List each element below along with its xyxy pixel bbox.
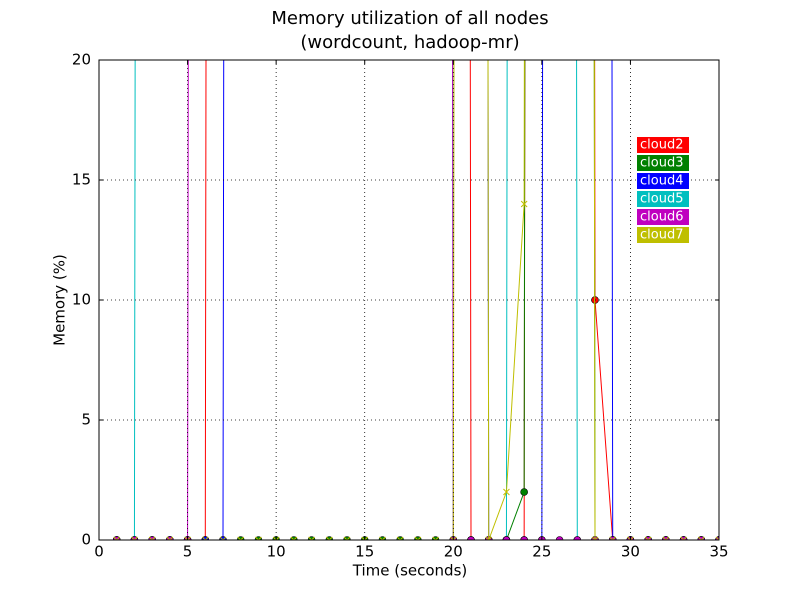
point [236,536,245,540]
point [325,536,333,540]
point [662,536,670,540]
point [485,536,493,540]
y-tick-label: 10 [72,291,91,309]
point [254,536,263,540]
point [697,536,706,540]
series-line [116,60,719,540]
point [715,536,719,540]
point [219,536,227,540]
point [502,536,511,540]
point [414,536,422,540]
point [432,536,439,540]
legend-label: cloud6 [640,210,683,225]
point [449,536,457,540]
point [361,536,369,540]
x-tick-label: 10 [267,543,286,561]
point [343,536,351,540]
y-tick-label: 5 [81,411,91,429]
legend-label: cloud5 [640,192,683,207]
x-tick-label: 0 [94,543,104,561]
point [325,536,334,540]
point [343,536,351,540]
x-tick-label: 20 [444,543,463,561]
plot-area [112,60,719,540]
y-axis-label: Memory (%) [51,254,69,346]
legend-label: cloud4 [640,174,683,189]
legend-label: cloud2 [640,138,683,153]
series-line [116,60,719,540]
chart-subtitle: (wordcount, hadoop-mr) [300,32,519,53]
series-line [116,60,719,540]
legend-swatch [637,155,689,171]
point [201,536,209,540]
legend-swatch [637,209,689,225]
point [644,536,652,540]
y-tick-label: 20 [72,51,91,69]
point [166,536,174,540]
legend-swatch [637,191,689,207]
point [148,536,156,540]
x-tick-label: 25 [532,543,551,561]
point [219,536,227,540]
point [307,536,316,540]
point [131,536,138,540]
point [503,488,510,496]
point [184,536,191,540]
point [290,536,298,540]
point [662,536,670,540]
point [290,536,298,540]
point [591,536,599,540]
point [396,536,404,540]
point [112,536,121,540]
point [308,536,315,540]
x-axis-label: Time (seconds) [352,562,468,580]
legend-label: cloud7 [640,228,683,243]
series-line [116,60,719,540]
point [555,536,564,540]
point [414,536,422,540]
legend-swatch [637,137,689,153]
point [201,536,210,540]
point [431,536,440,540]
point [520,536,528,540]
point [378,536,387,540]
point [609,536,617,540]
x-tick-label: 35 [709,543,728,561]
point [379,536,386,540]
point [697,536,705,540]
legend-label: cloud3 [640,156,683,171]
point [520,488,528,496]
point [679,536,688,540]
point [608,536,617,540]
y-tick-label: 0 [81,531,91,549]
series-line [116,60,719,540]
chart-title: Memory utilization of all nodes [271,8,548,29]
x-tick-label: 5 [183,543,193,561]
y-tick-label: 15 [72,171,91,189]
legend-swatch [637,173,689,189]
point [148,536,156,540]
point [255,536,262,540]
legend-swatch [637,227,689,243]
point [680,536,687,540]
point [644,536,652,540]
point [113,536,121,540]
point [396,536,404,540]
point [520,200,528,208]
point [627,536,634,540]
series-line [116,60,719,540]
point [130,536,139,540]
point [573,536,582,540]
point [272,536,280,540]
point [166,536,174,540]
point [237,536,245,540]
point [467,536,475,540]
x-tick-label: 15 [355,543,374,561]
x-tick-label: 30 [621,543,640,561]
